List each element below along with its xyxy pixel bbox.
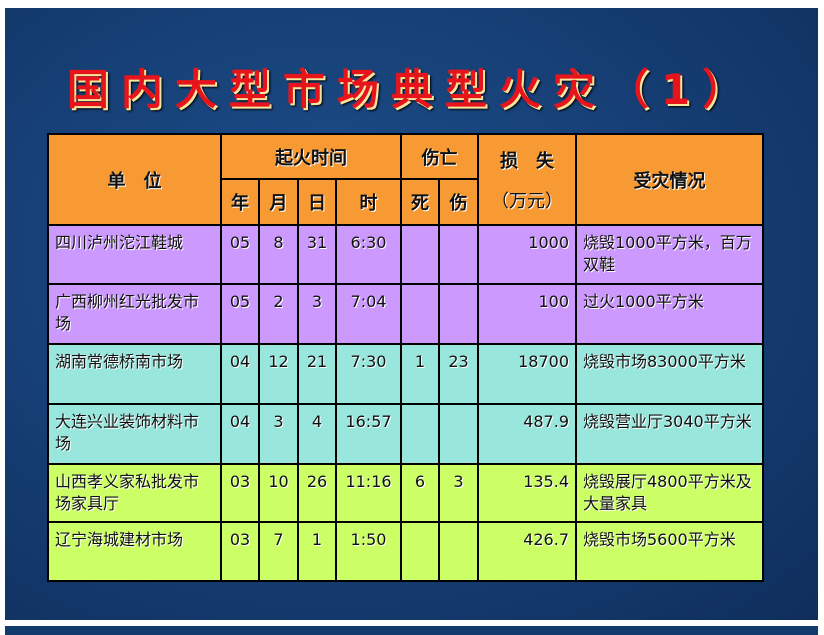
cell-day: 31 bbox=[297, 224, 337, 285]
cell-hour: 16:57 bbox=[335, 403, 402, 465]
header-fire-time: 起火时间 bbox=[220, 133, 402, 180]
cell-damage: 烧毁展厅4800平方米及大量家具 bbox=[575, 463, 764, 523]
cell-day: 1 bbox=[297, 521, 337, 582]
cell-hour: 7:30 bbox=[335, 343, 402, 405]
cell-year: 03 bbox=[220, 463, 260, 523]
cell-unit: 湖南常德桥南市场 bbox=[47, 343, 222, 405]
cell-day: 26 bbox=[297, 463, 337, 523]
cell-injured bbox=[438, 521, 479, 582]
header-casualties: 伤亡 bbox=[400, 133, 479, 180]
cell-year: 03 bbox=[220, 521, 260, 582]
cell-hour: 1:50 bbox=[335, 521, 402, 582]
header-unit: 单 位 bbox=[47, 133, 222, 226]
cell-loss: 1000 bbox=[477, 224, 577, 285]
header-year: 年 bbox=[220, 178, 260, 226]
cell-injured bbox=[438, 224, 479, 285]
cell-damage: 烧毁1000平方米，百万双鞋 bbox=[575, 224, 764, 285]
cell-loss: 487.9 bbox=[477, 403, 577, 465]
cell-hour: 7:04 bbox=[335, 283, 402, 345]
cell-year: 05 bbox=[220, 283, 260, 345]
cell-unit: 山西孝义家私批发市场家具厅 bbox=[47, 463, 222, 523]
cell-loss: 100 bbox=[477, 283, 577, 345]
cell-dead bbox=[400, 521, 440, 582]
cell-month: 2 bbox=[258, 283, 299, 345]
cell-year: 04 bbox=[220, 403, 260, 465]
cell-unit: 辽宁海城建材市场 bbox=[47, 521, 222, 582]
header-injured: 伤 bbox=[438, 178, 479, 226]
cell-damage: 烧毁市场5600平方米 bbox=[575, 521, 764, 582]
header-hour: 时 bbox=[335, 178, 402, 226]
cell-injured bbox=[438, 283, 479, 345]
cell-month: 7 bbox=[258, 521, 299, 582]
cell-year: 04 bbox=[220, 343, 260, 405]
slide: 国内大型市场典型火灾（1） 单 位 起火时间 伤亡 损 失 （万元） 受灾情况 年… bbox=[5, 8, 818, 620]
cell-day: 3 bbox=[297, 283, 337, 345]
cell-hour: 6:30 bbox=[335, 224, 402, 285]
cell-dead bbox=[400, 224, 440, 285]
cell-hour: 11:16 bbox=[335, 463, 402, 523]
cell-damage: 烧毁市场83000平方米 bbox=[575, 343, 764, 405]
header-loss: 损 失 （万元） bbox=[477, 133, 577, 226]
cell-month: 8 bbox=[258, 224, 299, 285]
loss-unit: （万元） bbox=[491, 190, 563, 212]
cell-day: 21 bbox=[297, 343, 337, 405]
cell-unit: 大连兴业装饰材料市场 bbox=[47, 403, 222, 465]
cell-month: 12 bbox=[258, 343, 299, 405]
cell-loss: 135.4 bbox=[477, 463, 577, 523]
cell-unit: 广西柳州红光批发市场 bbox=[47, 283, 222, 345]
cell-loss: 426.7 bbox=[477, 521, 577, 582]
header-dead: 死 bbox=[400, 178, 440, 226]
table-row: 湖南常德桥南市场 04 12 21 7:30 1 23 18700 烧毁市场83000平方米 bbox=[47, 343, 764, 405]
cell-dead: 1 bbox=[400, 343, 440, 405]
fire-table: 单 位 起火时间 伤亡 损 失 （万元） 受灾情况 年 月 日 时 死 伤 四川泸… bbox=[47, 133, 764, 582]
table-row: 山西孝义家私批发市场家具厅 03 10 26 11:16 6 3 135.4 烧毁展厅4800平… bbox=[47, 463, 764, 523]
cell-dead: 6 bbox=[400, 463, 440, 523]
cell-month: 3 bbox=[258, 403, 299, 465]
header-day: 日 bbox=[297, 178, 337, 226]
cell-injured bbox=[438, 403, 479, 465]
table-row: 广西柳州红光批发市场 05 2 3 7:04 100 过火1000平方米 bbox=[47, 283, 764, 345]
cell-injured: 3 bbox=[438, 463, 479, 523]
bottom-strip bbox=[5, 626, 818, 635]
header-month: 月 bbox=[258, 178, 299, 226]
loss-label: 损 失 bbox=[500, 150, 554, 172]
cell-day: 4 bbox=[297, 403, 337, 465]
cell-unit: 四川泸州沱江鞋城 bbox=[47, 224, 222, 285]
cell-month: 10 bbox=[258, 463, 299, 523]
cell-damage: 烧毁营业厅3040平方米 bbox=[575, 403, 764, 465]
table-row: 大连兴业装饰材料市场 04 3 4 16:57 487.9 烧毁营业厅3040平方米 bbox=[47, 403, 764, 465]
cell-damage: 过火1000平方米 bbox=[575, 283, 764, 345]
cell-dead bbox=[400, 283, 440, 345]
cell-injured: 23 bbox=[438, 343, 479, 405]
slide-title: 国内大型市场典型火灾（1） bbox=[66, 65, 757, 114]
table-row: 四川泸州沱江鞋城 05 8 31 6:30 1000 烧毁1000平方米，百万双鞋 bbox=[47, 224, 764, 285]
header-damage: 受灾情况 bbox=[575, 133, 764, 226]
cell-loss: 18700 bbox=[477, 343, 577, 405]
table-row: 辽宁海城建材市场 03 7 1 1:50 426.7 烧毁市场5600平方米 bbox=[47, 521, 764, 582]
cell-dead bbox=[400, 403, 440, 465]
cell-year: 05 bbox=[220, 224, 260, 285]
